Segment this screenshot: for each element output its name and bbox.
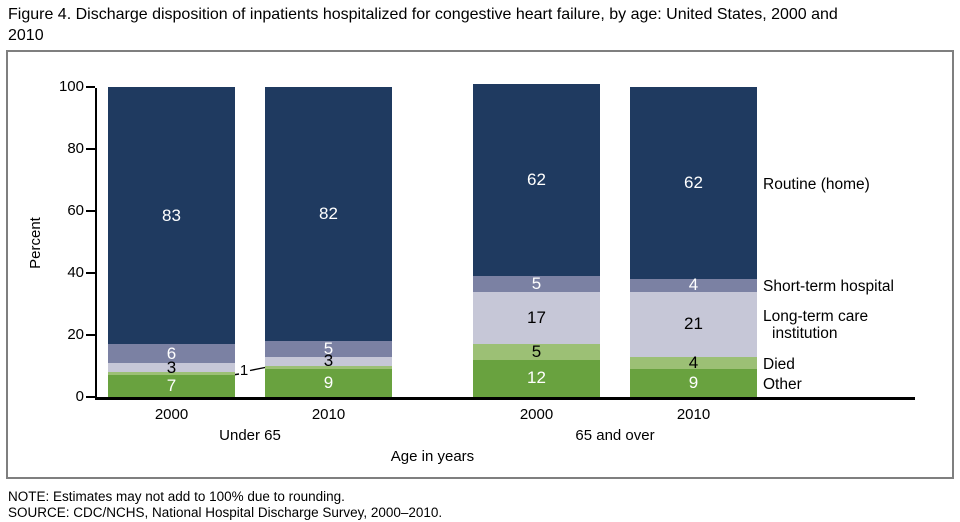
bar-segment-value: 7 [166,376,177,396]
callout-value-label: 1 [239,362,249,379]
bar-segment-short-term-hospital [630,279,757,292]
bar-segment-value: 4 [688,352,699,372]
bar-segment-other [108,375,235,397]
figure-title: Figure 4. Discharge disposition of inpat… [8,6,838,44]
bar-segment-value: 21 [684,314,703,334]
legend-label-line: Died [763,356,795,373]
bar-segment-died [630,356,757,370]
y-tick-label: 80 [67,140,84,157]
x-tick-label-year: 2010 [311,406,346,423]
bar-segment-routine-home- [265,87,392,342]
bar-segment-value: 9 [688,373,699,393]
bar-segment-value: 5 [531,342,542,362]
bar-segment-value: 3 [166,357,177,377]
bar-segment-other [473,359,600,397]
legend-item-died: Died [763,356,795,373]
group-label-65-and-over: 65 and over [575,427,655,444]
bar-segment-routine-home- [630,87,757,280]
bar-segment-value: 62 [684,173,703,193]
legend-item-other: Other [763,376,802,393]
y-tick-label: 100 [58,78,84,95]
bar-segment-long-term-care-institution [630,291,757,357]
bar-segment-routine-home- [473,83,600,277]
y-tick-mark [86,396,95,398]
y-tick-mark [86,334,95,336]
bar-segment-died [265,366,392,370]
bar-segment-short-term-hospital [265,341,392,357]
y-tick-label: 0 [75,388,84,405]
bar-segment-value: 62 [527,170,546,189]
legend-item-short-term-hospital: Short-term hospital [763,278,894,295]
legend-label-line: Routine (home) [763,176,870,193]
bar-segment-routine-home- [108,87,235,345]
bar-segment-short-term-hospital [473,276,600,292]
bar-segment-died [473,344,600,360]
bar-segment-died [108,372,235,376]
x-tick-label-year: 2000 [154,406,189,423]
x-tick-label-year: 2010 [676,406,711,423]
bar-segment-other [630,369,757,397]
bar-segment-long-term-care-institution [265,356,392,366]
bar-segment-value: 82 [319,204,338,224]
bar-segment-value: 5 [323,338,334,358]
legend-label-line: institution [772,325,838,342]
bar-segment-long-term-care-institution [108,362,235,373]
bar-segment-value: 12 [527,368,546,388]
note-text: NOTE: Estimates may not add to 100% due … [8,489,345,504]
y-tick-mark [86,86,95,88]
y-axis-line [95,88,97,398]
y-tick-mark [86,210,95,212]
legend-label-line: Other [763,376,802,393]
y-tick-label: 40 [67,264,84,281]
legend-label-line: Long-term care [763,308,869,325]
x-axis-title: Age in years [390,448,475,465]
legend-item-routine-home-: Routine (home) [763,176,870,193]
y-tick-label: 20 [67,326,84,343]
y-tick-mark [86,272,95,274]
y-tick-mark [86,148,95,150]
legend-item-long-term-care: Long-term care institution [763,308,868,342]
bar-segment-value: 17 [527,307,546,327]
bar-segment-value: 5 [531,273,542,293]
x-tick-label-year: 2000 [519,406,554,423]
bar-segment-long-term-care-institution [473,291,600,345]
bar-segment-value: 9 [323,373,334,393]
bar-segment-other [265,369,392,397]
source-text: SOURCE: CDC/NCHS, National Hospital Disc… [8,505,443,520]
group-label-under-65: Under 65 [219,427,281,444]
legend-label-line: Short-term hospital [763,278,894,295]
x-axis-line [95,397,915,400]
y-tick-label: 60 [67,202,84,219]
bar-segment-value: 3 [323,351,334,371]
bar-segment-short-term-hospital [108,344,235,363]
bar-segment-value: 83 [162,205,181,225]
bar-segment-value: 6 [166,343,177,363]
bar-segment-value: 4 [688,275,699,295]
